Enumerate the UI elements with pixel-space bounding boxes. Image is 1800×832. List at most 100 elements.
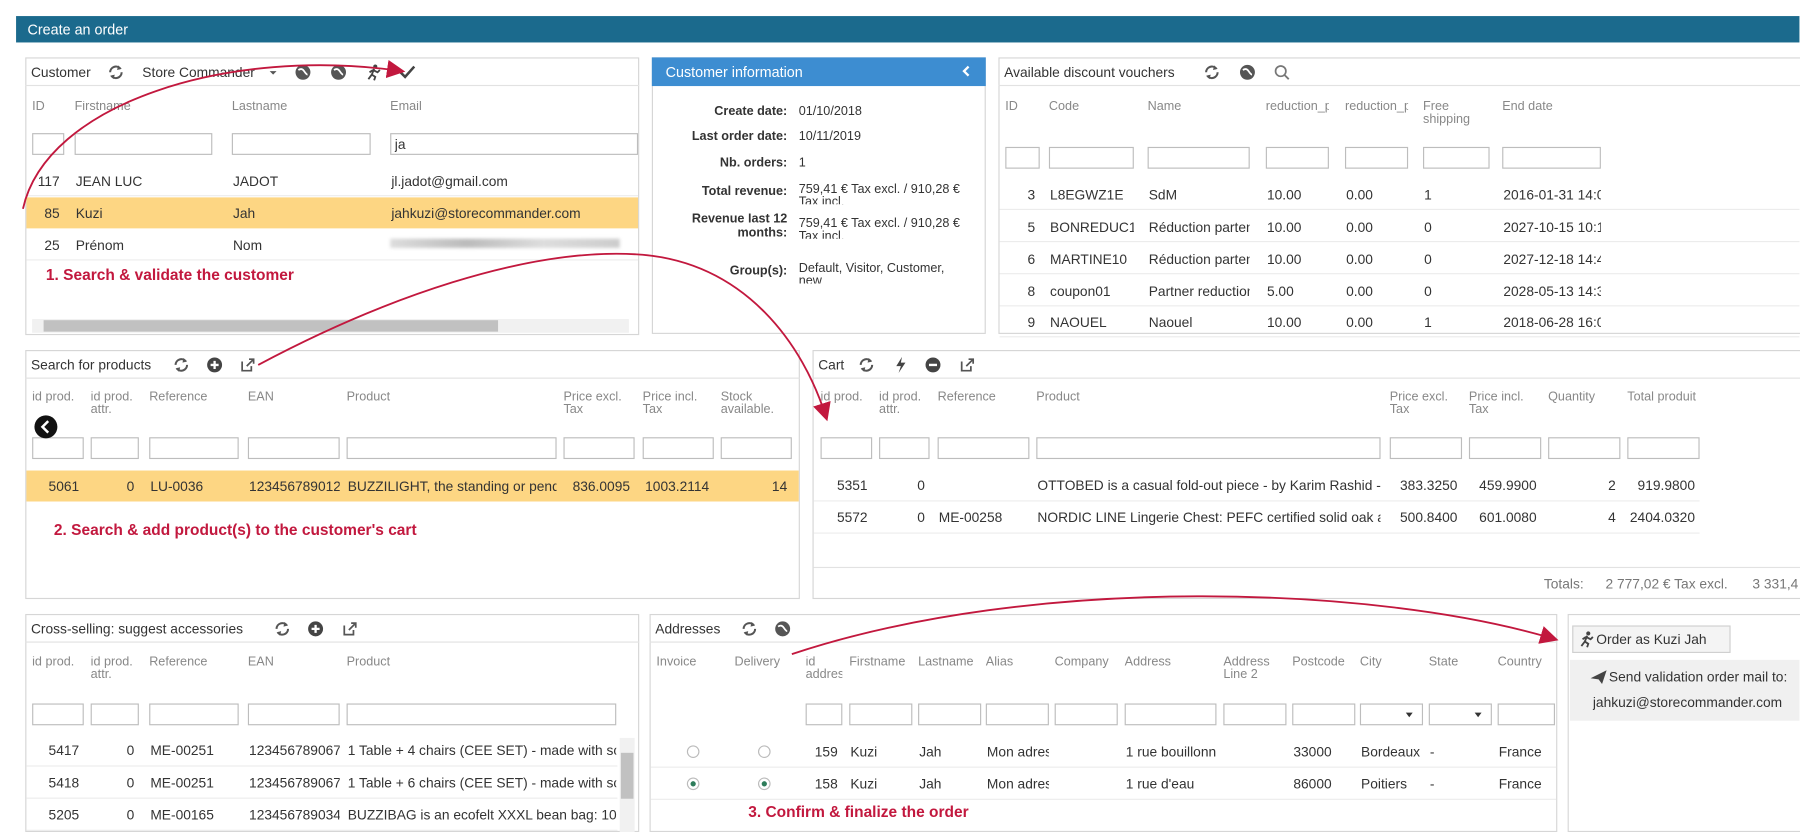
cell[interactable]: 0 xyxy=(917,509,925,526)
cell[interactable]: 25 xyxy=(44,236,60,254)
icon-refresh[interactable] xyxy=(857,356,875,374)
cell[interactable]: France xyxy=(1498,775,1542,792)
cell[interactable]: 5061 xyxy=(48,477,80,495)
icon-refresh[interactable] xyxy=(107,63,125,81)
cell[interactable]: NAOUEL xyxy=(1050,313,1107,330)
cell[interactable]: 159 xyxy=(814,743,838,760)
cell[interactable]: 500.8400 xyxy=(1400,509,1458,526)
cell[interactable]: 10.00 xyxy=(1266,313,1302,330)
cell[interactable]: 0.00 xyxy=(1346,282,1373,299)
filter-input[interactable] xyxy=(1359,703,1424,726)
cell[interactable]: ME-00251 xyxy=(150,774,214,791)
cell[interactable]: 0 xyxy=(126,806,135,823)
cell[interactable]: 919.9800 xyxy=(1637,477,1696,494)
order-button-label[interactable]: Order as Kuzi Jah xyxy=(1596,631,1707,648)
cell[interactable]: BUZZIBAG is an ecofelt XXXL bean bag: 10… xyxy=(347,806,617,823)
icon-plane[interactable] xyxy=(1589,668,1607,686)
cell[interactable]: JEAN LUC xyxy=(75,172,143,189)
cell[interactable]: 2027-12-18 14:41: xyxy=(1503,250,1601,267)
cell[interactable]: 2027-10-15 10:14: xyxy=(1503,218,1601,235)
cell[interactable]: 836.0095 xyxy=(572,477,631,495)
cell[interactable]: coupon01 xyxy=(1050,282,1111,299)
cell[interactable]: 601.0080 xyxy=(1479,509,1537,526)
icon-plus[interactable] xyxy=(205,356,223,374)
cell[interactable]: 33000 xyxy=(1293,743,1332,760)
filter-input[interactable] xyxy=(1054,703,1118,726)
cell[interactable]: 5418 xyxy=(48,774,80,791)
cell[interactable]: 0 xyxy=(1424,218,1432,235)
cell[interactable]: Réduction partena xyxy=(1148,250,1250,267)
cell[interactable]: 1 Table + 6 chairs (CEE SET) - made with… xyxy=(347,774,617,791)
cell[interactable]: OTTOBED is a casual fold-out piece - by … xyxy=(1037,477,1381,494)
store-selector[interactable]: Store Commander xyxy=(142,63,255,80)
cell[interactable]: JADOT xyxy=(232,172,279,189)
cell[interactable]: 123456789034 xyxy=(249,806,340,823)
cell[interactable]: BONREDUC10 xyxy=(1050,218,1134,235)
cell[interactable]: Poitiers xyxy=(1361,775,1407,792)
cell[interactable]: 0.00 xyxy=(1346,186,1373,203)
collapse-icon[interactable] xyxy=(959,64,973,78)
filter-input[interactable] xyxy=(563,437,635,460)
icon-bolt[interactable] xyxy=(892,356,910,374)
filter-input[interactable] xyxy=(642,437,714,460)
filter-input[interactable] xyxy=(720,437,792,460)
cell[interactable]: 5205 xyxy=(48,806,80,823)
cell[interactable]: - xyxy=(1429,775,1435,792)
filter-input[interactable] xyxy=(1147,146,1250,169)
cell[interactable]: Nom xyxy=(232,236,263,254)
cell[interactable]: Jah xyxy=(919,775,942,792)
filter-input[interactable] xyxy=(32,437,84,460)
filter-input[interactable] xyxy=(149,703,239,726)
cell[interactable]: L8EGWZ1E xyxy=(1050,186,1124,203)
select-caret[interactable] xyxy=(1401,707,1417,723)
filter-input[interactable] xyxy=(805,703,843,726)
cell[interactable]: 14 xyxy=(771,477,788,495)
icon-search[interactable] xyxy=(1273,63,1291,81)
cell[interactable]: 0 xyxy=(1424,250,1432,267)
cell[interactable]: 123456789067 xyxy=(249,742,340,759)
cell[interactable]: 3 xyxy=(1027,186,1036,203)
select-caret[interactable] xyxy=(1470,707,1486,723)
filter-input[interactable] xyxy=(247,437,340,460)
cell[interactable]: Kuzi xyxy=(75,204,103,221)
cell[interactable]: 86000 xyxy=(1293,775,1332,792)
cell[interactable]: 2 xyxy=(1608,477,1616,494)
cell[interactable]: 1 xyxy=(1424,186,1432,203)
cell[interactable]: - xyxy=(1429,743,1435,760)
cell[interactable]: 2018-06-28 16:00: xyxy=(1503,313,1601,330)
filter-input[interactable] xyxy=(820,437,873,460)
icon-refresh[interactable] xyxy=(172,356,190,374)
icon-refresh[interactable] xyxy=(273,620,291,638)
filter-input[interactable] xyxy=(346,703,617,726)
filter-input[interactable] xyxy=(90,703,139,726)
cell[interactable]: 0.00 xyxy=(1346,250,1373,267)
cell[interactable]: Mon adres xyxy=(986,743,1049,760)
cell[interactable]: NORDIC LINE Lingerie Chest: PEFC certifi… xyxy=(1037,509,1381,526)
radio[interactable] xyxy=(686,745,700,759)
cell[interactable]: ME-00251 xyxy=(150,742,214,759)
icon-run[interactable] xyxy=(1578,630,1596,648)
cell[interactable]: Prénom xyxy=(75,236,124,254)
cell[interactable]: 158 xyxy=(814,775,838,792)
cell[interactable]: 5351 xyxy=(836,477,868,494)
cell[interactable]: 0 xyxy=(126,477,135,495)
cell[interactable]: 383.3250 xyxy=(1400,477,1458,494)
filter-input[interactable] xyxy=(74,133,213,155)
cell[interactable]: Bordeaux xyxy=(1361,743,1421,760)
filter-input[interactable] xyxy=(1344,146,1409,169)
icon-check[interactable] xyxy=(398,63,416,81)
filter-input[interactable] xyxy=(32,703,84,726)
icon-refresh[interactable] xyxy=(1203,63,1221,81)
cell[interactable]: Partner reduction: xyxy=(1148,282,1250,299)
cell[interactable]: 0 xyxy=(126,742,135,759)
filter-input[interactable] xyxy=(937,437,1030,460)
cell[interactable]: Jah xyxy=(919,743,942,760)
cell[interactable]: 85 xyxy=(44,204,60,221)
filter-input[interactable] xyxy=(90,437,139,460)
cell[interactable]: Naouel xyxy=(1148,313,1193,330)
cell[interactable]: France xyxy=(1498,743,1542,760)
cell[interactable]: 0 xyxy=(917,477,925,494)
cell[interactable]: 1 xyxy=(1424,313,1432,330)
filter-input[interactable] xyxy=(1292,703,1356,726)
icon-globe[interactable] xyxy=(1238,63,1256,81)
